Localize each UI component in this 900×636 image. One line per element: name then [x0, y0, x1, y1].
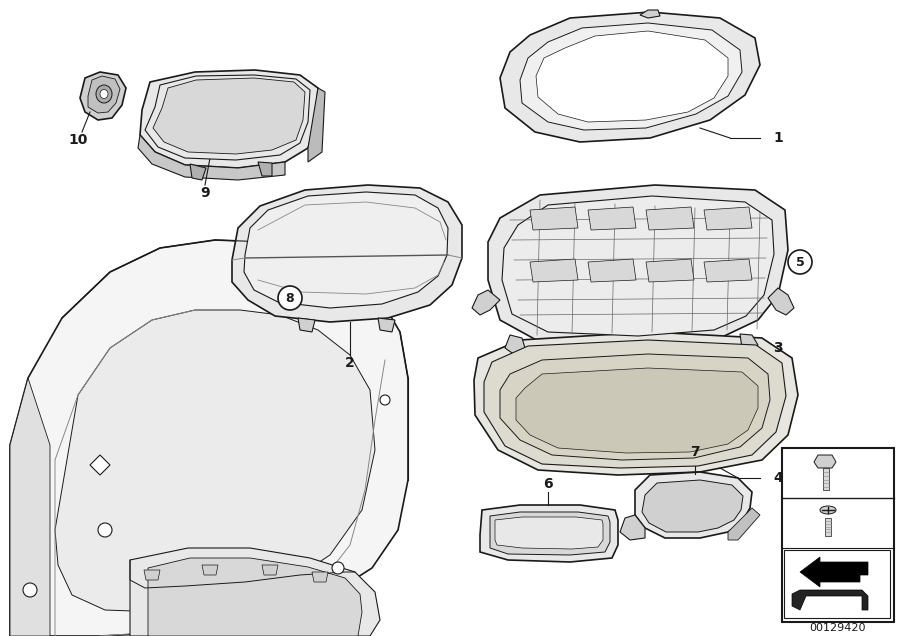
- Text: 8: 8: [285, 291, 294, 305]
- Polygon shape: [792, 590, 868, 610]
- Polygon shape: [472, 290, 500, 315]
- Polygon shape: [640, 10, 660, 18]
- Polygon shape: [500, 354, 770, 460]
- Text: 1: 1: [773, 131, 783, 145]
- Text: 3: 3: [773, 341, 783, 355]
- Ellipse shape: [96, 85, 112, 103]
- Polygon shape: [202, 565, 218, 575]
- Ellipse shape: [23, 583, 37, 597]
- Polygon shape: [635, 472, 752, 538]
- Text: 10: 10: [68, 133, 87, 147]
- Polygon shape: [530, 207, 578, 230]
- Bar: [825, 518, 831, 536]
- Text: 7: 7: [690, 445, 700, 459]
- Bar: [784, 550, 890, 618]
- Polygon shape: [502, 196, 774, 336]
- Text: 2: 2: [345, 356, 355, 370]
- Polygon shape: [378, 318, 395, 332]
- Polygon shape: [480, 505, 618, 562]
- Polygon shape: [484, 340, 786, 468]
- Polygon shape: [530, 259, 578, 282]
- Polygon shape: [520, 23, 742, 130]
- Polygon shape: [190, 164, 206, 180]
- Polygon shape: [488, 185, 788, 345]
- Polygon shape: [144, 570, 160, 580]
- Polygon shape: [474, 332, 798, 475]
- Circle shape: [788, 250, 812, 274]
- Text: 4: 4: [773, 471, 783, 485]
- Polygon shape: [55, 310, 375, 612]
- Text: 9: 9: [200, 186, 210, 200]
- Polygon shape: [704, 207, 752, 230]
- Ellipse shape: [820, 506, 836, 514]
- Polygon shape: [490, 512, 610, 555]
- Polygon shape: [536, 31, 728, 122]
- Bar: [782, 448, 894, 622]
- Polygon shape: [244, 192, 448, 308]
- Polygon shape: [588, 259, 636, 282]
- Polygon shape: [10, 378, 50, 636]
- Polygon shape: [516, 368, 758, 453]
- Polygon shape: [80, 72, 126, 120]
- Polygon shape: [308, 88, 325, 162]
- Polygon shape: [262, 565, 278, 575]
- Polygon shape: [88, 76, 120, 113]
- Polygon shape: [138, 135, 285, 180]
- Polygon shape: [768, 288, 794, 315]
- Polygon shape: [232, 185, 462, 322]
- Polygon shape: [258, 162, 272, 176]
- Polygon shape: [740, 334, 758, 352]
- Polygon shape: [148, 558, 362, 636]
- Polygon shape: [495, 517, 603, 549]
- Text: 00129420: 00129420: [809, 623, 865, 633]
- Polygon shape: [500, 12, 760, 142]
- Polygon shape: [90, 455, 110, 475]
- Polygon shape: [130, 548, 380, 636]
- Polygon shape: [145, 75, 310, 160]
- Polygon shape: [505, 335, 525, 355]
- Polygon shape: [814, 455, 836, 468]
- Polygon shape: [704, 259, 752, 282]
- Polygon shape: [140, 70, 318, 168]
- Ellipse shape: [332, 562, 344, 574]
- Polygon shape: [800, 557, 868, 587]
- Circle shape: [278, 286, 302, 310]
- Polygon shape: [588, 207, 636, 230]
- Bar: [823, 468, 829, 490]
- Polygon shape: [646, 259, 694, 282]
- Ellipse shape: [98, 523, 112, 537]
- Text: 5: 5: [791, 516, 801, 530]
- Text: 5: 5: [796, 256, 805, 268]
- Polygon shape: [153, 78, 305, 154]
- Polygon shape: [312, 572, 328, 582]
- Ellipse shape: [380, 395, 390, 405]
- Polygon shape: [728, 508, 760, 540]
- Polygon shape: [298, 318, 315, 332]
- Text: 6: 6: [544, 477, 553, 491]
- Ellipse shape: [100, 90, 108, 99]
- Polygon shape: [620, 515, 645, 540]
- Polygon shape: [10, 240, 408, 636]
- Polygon shape: [646, 207, 694, 230]
- Polygon shape: [642, 480, 743, 532]
- Text: 8: 8: [791, 466, 801, 480]
